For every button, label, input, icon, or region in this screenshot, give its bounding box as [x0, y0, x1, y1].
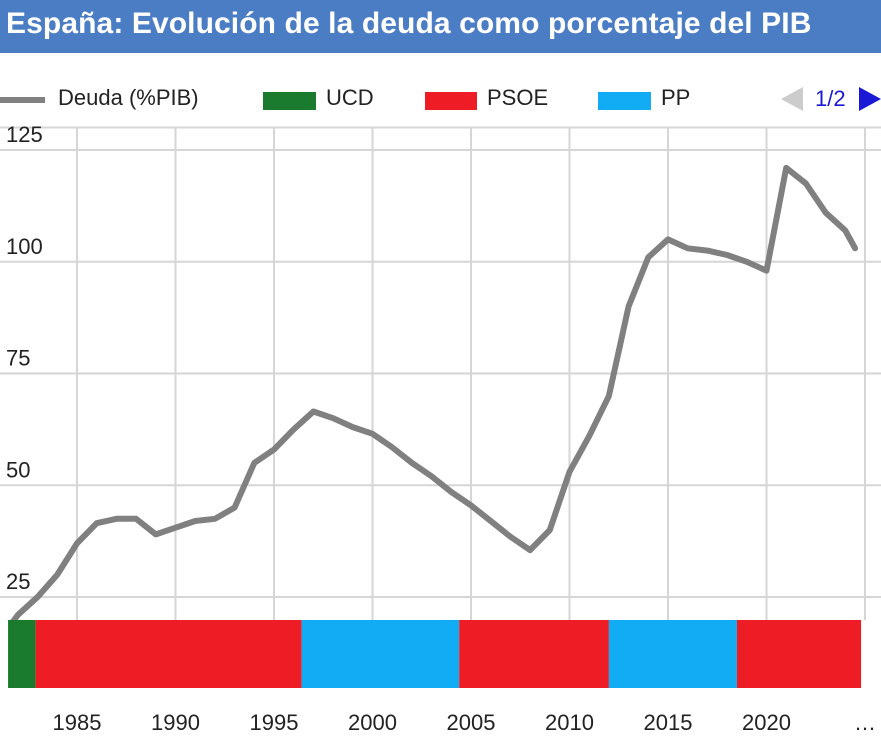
ucd-swatch-icon: [263, 92, 316, 110]
period-ucd: [8, 620, 36, 688]
period-pp: [608, 620, 737, 688]
x-tick-label: 1990: [151, 710, 200, 735]
x-tick-label: 2020: [742, 710, 791, 735]
y-axis-ticks: 25 50 75 100 125: [6, 122, 43, 594]
period-psoe: [459, 620, 609, 688]
legend-item-pp[interactable]: PP: [598, 80, 708, 120]
legend-item-ucd[interactable]: UCD: [263, 80, 393, 120]
period-pp: [301, 620, 460, 688]
y-tick-label: 25: [6, 569, 30, 594]
x-tick-label: 1995: [250, 710, 299, 735]
pp-swatch-icon: [598, 92, 651, 110]
line-swatch-icon: [0, 97, 45, 103]
x-tick-label: …: [854, 710, 876, 735]
y-tick-label: 125: [6, 122, 43, 147]
triangle-right-icon[interactable]: [859, 87, 881, 111]
legend-label: Deuda (%PIB): [58, 85, 199, 110]
x-tick-label: 2005: [447, 710, 496, 735]
grid-lines: [0, 126, 881, 620]
debt-series-line: [10, 164, 859, 620]
triangle-left-icon[interactable]: [781, 87, 803, 111]
period-psoe: [736, 620, 862, 688]
legend-item-deuda[interactable]: Deuda (%PIB): [0, 80, 240, 120]
y-tick-label: 75: [6, 346, 30, 371]
legend-item-psoe[interactable]: PSOE: [425, 80, 575, 120]
y-tick-label: 50: [6, 457, 30, 482]
y-tick-label: 100: [6, 234, 43, 259]
chart-title: España: Evolución de la deuda como porce…: [6, 7, 812, 40]
legend-label: UCD: [326, 85, 374, 110]
period-psoe: [35, 620, 302, 688]
psoe-swatch-icon: [425, 92, 477, 110]
legend-page-indicator: 1/2: [815, 86, 846, 111]
x-tick-label: 2015: [644, 710, 693, 735]
x-tick-label: 2000: [348, 710, 397, 735]
party-period-bar: [8, 620, 862, 688]
legend-label: PP: [661, 85, 691, 110]
x-axis-ticks: 1985 1990 1995 2000 2005 2010 2015 2020 …: [53, 710, 876, 735]
legend: Deuda (%PIB) UCD PSOE PP: [0, 80, 881, 120]
title-bar: España: Evolución de la deuda como porce…: [0, 0, 881, 53]
x-tick-label: 2010: [545, 710, 594, 735]
x-tick-label: 1985: [53, 710, 102, 735]
debt-series: [10, 164, 859, 620]
legend-label: PSOE: [487, 85, 549, 110]
